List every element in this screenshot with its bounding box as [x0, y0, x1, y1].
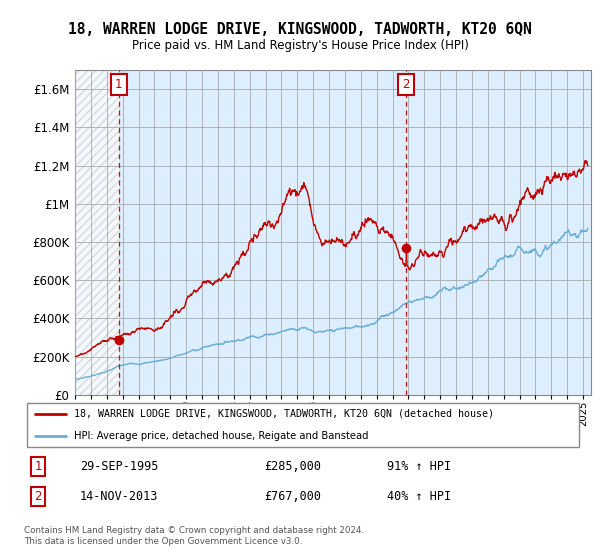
Text: 2: 2 — [403, 78, 410, 91]
Text: Contains HM Land Registry data © Crown copyright and database right 2024.
This d: Contains HM Land Registry data © Crown c… — [24, 526, 364, 546]
Text: £285,000: £285,000 — [264, 460, 321, 473]
Text: 2: 2 — [34, 490, 42, 503]
Text: 14-NOV-2013: 14-NOV-2013 — [80, 490, 158, 503]
Text: 1: 1 — [115, 78, 122, 91]
Text: 40% ↑ HPI: 40% ↑ HPI — [387, 490, 451, 503]
Text: 29-SEP-1995: 29-SEP-1995 — [80, 460, 158, 473]
FancyBboxPatch shape — [27, 403, 579, 447]
Text: 18, WARREN LODGE DRIVE, KINGSWOOD, TADWORTH, KT20 6QN: 18, WARREN LODGE DRIVE, KINGSWOOD, TADWO… — [68, 22, 532, 38]
Text: 1: 1 — [34, 460, 42, 473]
Text: HPI: Average price, detached house, Reigate and Banstead: HPI: Average price, detached house, Reig… — [74, 431, 369, 441]
Text: £767,000: £767,000 — [264, 490, 321, 503]
Bar — [75, 70, 119, 395]
Text: 18, WARREN LODGE DRIVE, KINGSWOOD, TADWORTH, KT20 6QN (detached house): 18, WARREN LODGE DRIVE, KINGSWOOD, TADWO… — [74, 409, 494, 419]
Text: Price paid vs. HM Land Registry's House Price Index (HPI): Price paid vs. HM Land Registry's House … — [131, 39, 469, 52]
Text: 91% ↑ HPI: 91% ↑ HPI — [387, 460, 451, 473]
